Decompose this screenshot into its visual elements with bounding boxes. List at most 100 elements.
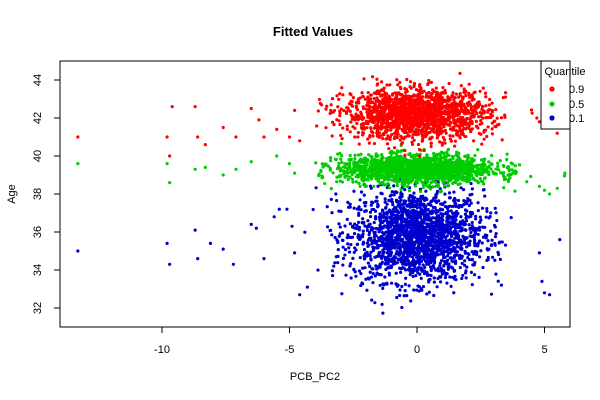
point-q0.9 <box>409 86 413 90</box>
point-q0.5 <box>446 184 450 188</box>
point-q0.5 <box>337 161 341 165</box>
point-q0.5 <box>329 159 333 163</box>
point-q0.9 <box>454 92 459 96</box>
point-q0.5 <box>476 167 480 171</box>
point-q0.1 <box>196 257 200 261</box>
point-q0.1 <box>418 205 422 209</box>
point-q0.1 <box>424 189 428 193</box>
point-q0.1 <box>446 244 451 249</box>
point-q0.5 <box>374 153 378 157</box>
point-q0.1 <box>426 207 430 212</box>
point-q0.5 <box>494 167 498 171</box>
point-q0.1 <box>436 269 440 273</box>
point-q0.1 <box>440 236 444 240</box>
point-q0.1 <box>361 282 365 286</box>
point-q0.1 <box>385 247 389 251</box>
point-q0.1 <box>374 199 378 203</box>
point-q0.9 <box>338 92 342 96</box>
point-q0.1 <box>336 247 340 252</box>
point-q0.5 <box>426 159 430 163</box>
point-q0.1 <box>456 226 460 230</box>
point-q0.1 <box>429 234 433 238</box>
point-q0.1 <box>365 241 370 245</box>
point-q0.5 <box>481 170 485 175</box>
point-q0.1 <box>404 276 408 280</box>
point-q0.1 <box>193 228 197 232</box>
point-q0.5 <box>455 176 459 180</box>
point-q0.1 <box>394 198 399 202</box>
point-q0.1 <box>437 227 441 231</box>
point-q0.1 <box>437 247 442 251</box>
point-q0.5 <box>345 162 349 166</box>
point-q0.5 <box>368 161 373 165</box>
point-q0.5 <box>323 181 327 186</box>
point-q0.1 <box>371 245 375 249</box>
point-q0.1 <box>417 223 421 227</box>
point-q0.1 <box>358 256 362 260</box>
point-q0.1 <box>441 256 446 260</box>
point-q0.9 <box>442 138 447 142</box>
point-q0.5 <box>506 165 510 169</box>
point-q0.9 <box>474 119 478 124</box>
point-q0.1 <box>386 225 390 230</box>
point-q0.1 <box>412 249 416 254</box>
point-q0.1 <box>412 263 416 267</box>
point-q0.5 <box>398 156 402 160</box>
point-q0.1 <box>489 292 494 296</box>
point-q0.1 <box>418 232 422 237</box>
point-q0.5 <box>321 165 325 169</box>
point-q0.1 <box>412 243 416 247</box>
point-q0.9 <box>408 80 413 84</box>
point-q0.1 <box>462 263 467 267</box>
point-q0.1 <box>362 254 366 258</box>
point-q0.9 <box>472 139 476 143</box>
point-q0.1 <box>333 235 337 240</box>
point-q0.5 <box>363 156 368 160</box>
point-q0.1 <box>407 210 411 214</box>
point-q0.5 <box>465 171 469 176</box>
point-q0.9 <box>448 134 452 138</box>
point-q0.5 <box>378 162 382 166</box>
point-q0.5 <box>348 153 352 158</box>
point-q0.5 <box>395 183 399 188</box>
point-q0.1 <box>396 258 400 262</box>
point-q0.1 <box>363 224 367 228</box>
point-q0.9 <box>348 130 352 134</box>
point-q0.5 <box>473 153 477 158</box>
point-q0.1 <box>455 245 460 249</box>
point-q0.5 <box>374 172 378 176</box>
point-q0.1 <box>341 263 345 267</box>
point-q0.1 <box>469 270 473 275</box>
point-q0.1 <box>476 241 480 245</box>
point-q0.9 <box>500 138 504 142</box>
point-q0.1 <box>451 245 456 250</box>
point-q0.1 <box>415 229 419 233</box>
point-q0.1 <box>395 209 400 213</box>
point-q0.1 <box>431 224 435 228</box>
point-q0.5 <box>384 175 388 180</box>
point-q0.5 <box>435 176 439 180</box>
point-q0.5 <box>377 171 381 176</box>
point-q0.1 <box>443 275 448 280</box>
point-q0.5 <box>388 150 392 155</box>
point-q0.1 <box>439 268 443 272</box>
point-q0.1 <box>349 242 353 247</box>
point-q0.5 <box>287 162 292 166</box>
point-q0.5 <box>405 162 409 166</box>
point-q0.1 <box>362 193 366 197</box>
point-q0.5 <box>361 178 365 183</box>
point-q0.1 <box>442 231 446 235</box>
point-q0.1 <box>467 198 471 202</box>
point-q0.1 <box>330 211 334 215</box>
point-q0.1 <box>463 249 467 253</box>
point-q0.5 <box>320 176 324 180</box>
point-q0.1 <box>472 252 476 256</box>
point-q0.1 <box>376 202 380 206</box>
point-q0.9 <box>479 119 483 123</box>
point-q0.1 <box>407 221 411 226</box>
point-q0.5 <box>342 165 346 169</box>
point-q0.1 <box>386 229 391 233</box>
point-q0.1 <box>411 255 415 259</box>
point-q0.1 <box>387 273 392 277</box>
point-q0.1 <box>434 195 438 199</box>
